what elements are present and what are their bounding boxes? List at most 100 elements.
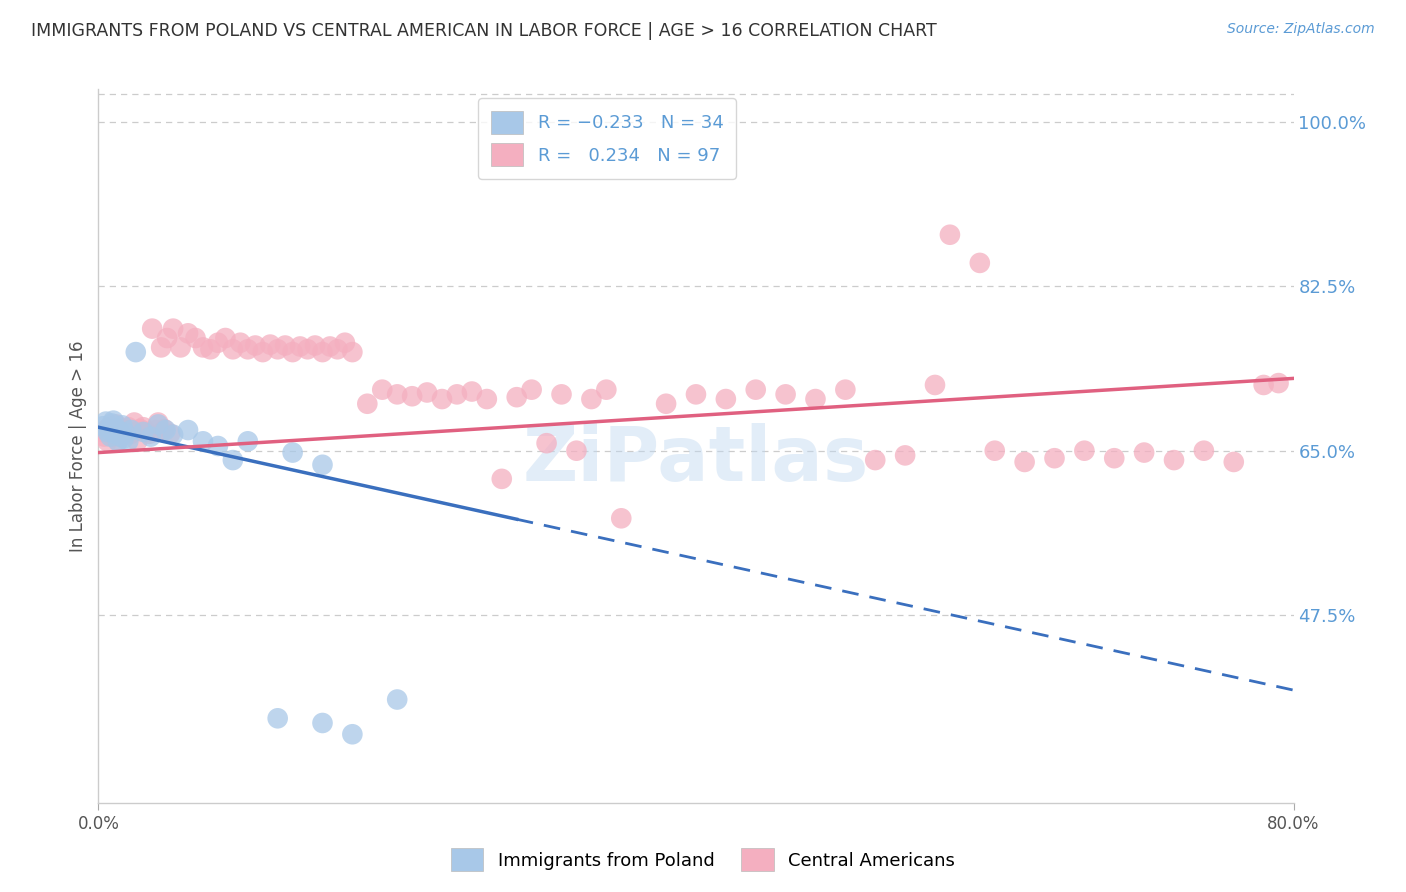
Point [207, 439, 229, 453]
Point [111, 418, 134, 433]
Point [550, 387, 572, 401]
Point [138, 426, 160, 441]
Point [97, 423, 120, 437]
Point [259, 337, 281, 351]
Point [1133, 445, 1156, 459]
Point [214, 331, 236, 345]
Point [96, 425, 118, 439]
Point [108, 425, 131, 439]
Point [311, 345, 333, 359]
Point [129, 422, 152, 436]
Point [894, 449, 917, 463]
Point [169, 340, 191, 354]
Point [110, 429, 132, 443]
Point [252, 345, 274, 359]
Point [141, 321, 163, 335]
Point [105, 422, 128, 436]
Point [655, 397, 678, 411]
Point [111, 422, 134, 436]
Point [117, 420, 139, 434]
Point [401, 389, 423, 403]
Point [229, 335, 252, 350]
Point [101, 422, 124, 436]
Point [236, 434, 259, 449]
Point [297, 343, 319, 357]
Point [491, 472, 513, 486]
Point [139, 429, 162, 443]
Point [267, 711, 290, 725]
Point [94, 415, 117, 429]
Point [107, 434, 129, 449]
Point [333, 335, 356, 350]
Legend: R = −0.233   N = 34, R =   0.234   N = 97: R = −0.233 N = 34, R = 0.234 N = 97 [478, 98, 735, 179]
Point [581, 392, 603, 406]
Text: IMMIGRANTS FROM POLAND VS CENTRAL AMERICAN IN LABOR FORCE | AGE > 16 CORRELATION: IMMIGRANTS FROM POLAND VS CENTRAL AMERIC… [31, 22, 936, 40]
Point [120, 426, 142, 441]
Y-axis label: In Labor Force | Age > 16: In Labor Force | Age > 16 [69, 340, 87, 552]
Point [155, 423, 177, 437]
Point [200, 343, 222, 357]
Point [506, 390, 529, 404]
Point [177, 423, 200, 437]
Point [939, 227, 962, 242]
Point [281, 445, 304, 459]
Point [804, 392, 827, 406]
Point [1223, 455, 1246, 469]
Legend: Immigrants from Poland, Central Americans: Immigrants from Poland, Central American… [443, 841, 963, 879]
Point [446, 387, 468, 401]
Point [117, 434, 139, 449]
Point [267, 343, 290, 357]
Point [745, 383, 768, 397]
Point [969, 256, 991, 270]
Text: Source: ZipAtlas.com: Source: ZipAtlas.com [1227, 22, 1375, 37]
Point [775, 387, 797, 401]
Point [101, 417, 124, 431]
Point [143, 423, 166, 437]
Point [93, 429, 115, 443]
Point [865, 453, 887, 467]
Point [1163, 453, 1185, 467]
Point [1192, 443, 1215, 458]
Point [127, 434, 149, 449]
Point [385, 387, 409, 401]
Point [565, 443, 588, 458]
Point [274, 338, 297, 352]
Point [288, 339, 311, 353]
Point [319, 339, 342, 353]
Point [984, 443, 1007, 458]
Point [834, 383, 856, 397]
Point [416, 385, 439, 400]
Point [342, 345, 364, 359]
Point [245, 338, 267, 352]
Point [536, 436, 558, 450]
Point [135, 425, 157, 439]
Point [356, 397, 378, 411]
Point [281, 345, 304, 359]
Point [91, 425, 114, 439]
Point [148, 416, 170, 430]
Point [430, 392, 453, 406]
Point [326, 343, 349, 357]
Point [114, 425, 136, 440]
Point [159, 426, 181, 441]
Point [103, 429, 125, 443]
Point [132, 425, 155, 439]
Point [104, 424, 127, 438]
Point [156, 331, 179, 345]
Point [610, 511, 633, 525]
Point [98, 429, 122, 443]
Point [184, 331, 207, 345]
Text: ZiPatlas: ZiPatlas [523, 424, 869, 497]
Point [1267, 376, 1289, 390]
Point [304, 338, 326, 352]
Point [207, 335, 229, 350]
Point [714, 392, 737, 406]
Point [162, 321, 184, 335]
Point [114, 423, 136, 437]
Point [191, 434, 214, 449]
Point [120, 423, 142, 437]
Point [385, 692, 409, 706]
Point [1014, 455, 1036, 469]
Point [520, 383, 543, 397]
Point [177, 326, 200, 341]
